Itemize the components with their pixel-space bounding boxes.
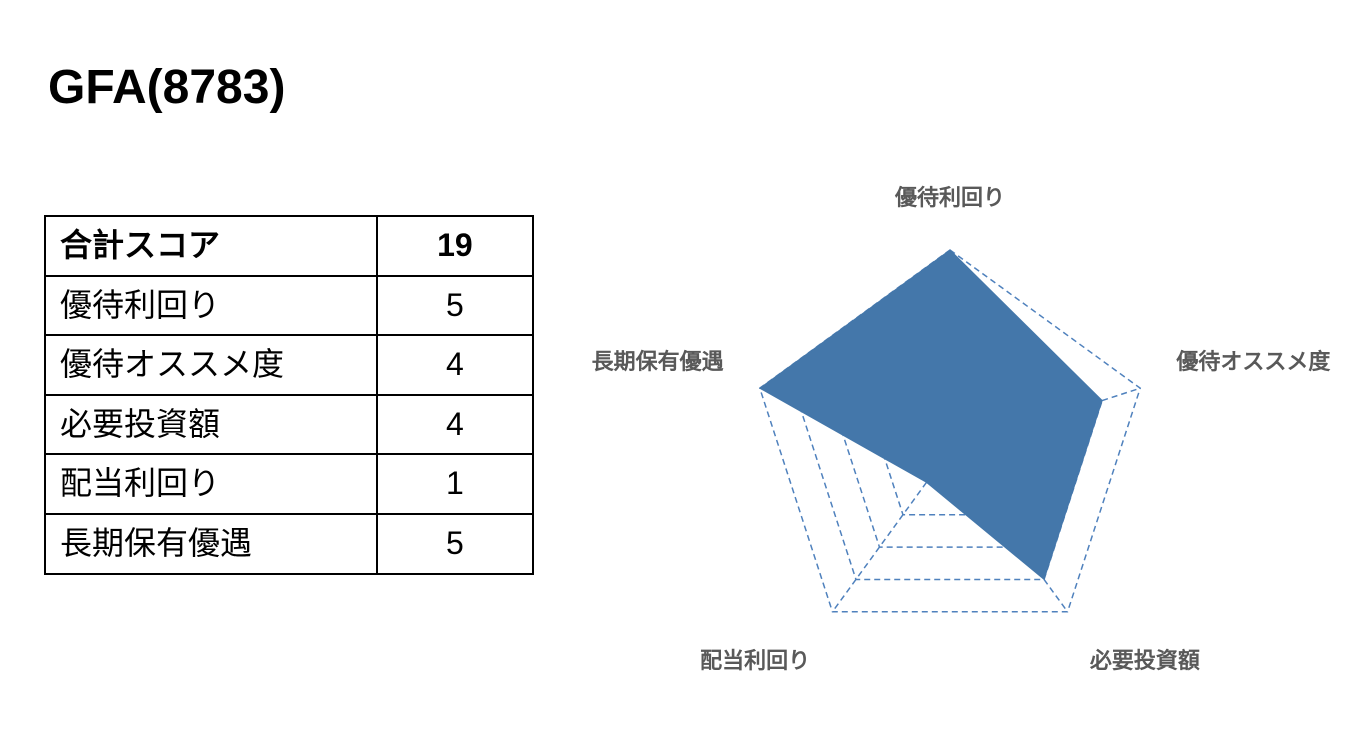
table-row: 必要投資額4 <box>45 395 533 455</box>
row-label: 長期保有優遇 <box>45 514 377 574</box>
header-label: 合計スコア <box>45 216 377 276</box>
row-label: 優待オススメ度 <box>45 335 377 395</box>
radar-chart: 優待利回り優待オススメ度必要投資額 配当利回り 長期保有優遇 <box>570 160 1330 700</box>
page-title: GFA(8783) <box>48 60 285 115</box>
row-value: 4 <box>377 335 533 395</box>
row-label: 必要投資額 <box>45 395 377 455</box>
row-label: 配当利回り <box>45 454 377 514</box>
row-label: 優待利回り <box>45 276 377 336</box>
row-value: 1 <box>377 454 533 514</box>
table-row: 配当利回り1 <box>45 454 533 514</box>
table-row: 優待オススメ度4 <box>45 335 533 395</box>
radar-axis-label: 長期保有優遇 <box>592 344 724 376</box>
radar-axis-label: 優待利回り <box>895 180 1005 212</box>
radar-axis-label: 配当利回り <box>700 643 810 675</box>
radar-axis-label: 必要投資額 <box>1090 643 1200 675</box>
header-value: 19 <box>377 216 533 276</box>
radar-data-area <box>760 250 1102 579</box>
table-header-row: 合計スコア 19 <box>45 216 533 276</box>
score-table: 合計スコア 19 優待利回り5優待オススメ度4必要投資額4配当利回り1長期保有優… <box>44 215 534 575</box>
row-value: 5 <box>377 514 533 574</box>
radar-axis-label: 優待オススメ度 <box>1176 344 1330 376</box>
table-row: 優待利回り5 <box>45 276 533 336</box>
table-row: 長期保有優遇5 <box>45 514 533 574</box>
row-value: 4 <box>377 395 533 455</box>
row-value: 5 <box>377 276 533 336</box>
